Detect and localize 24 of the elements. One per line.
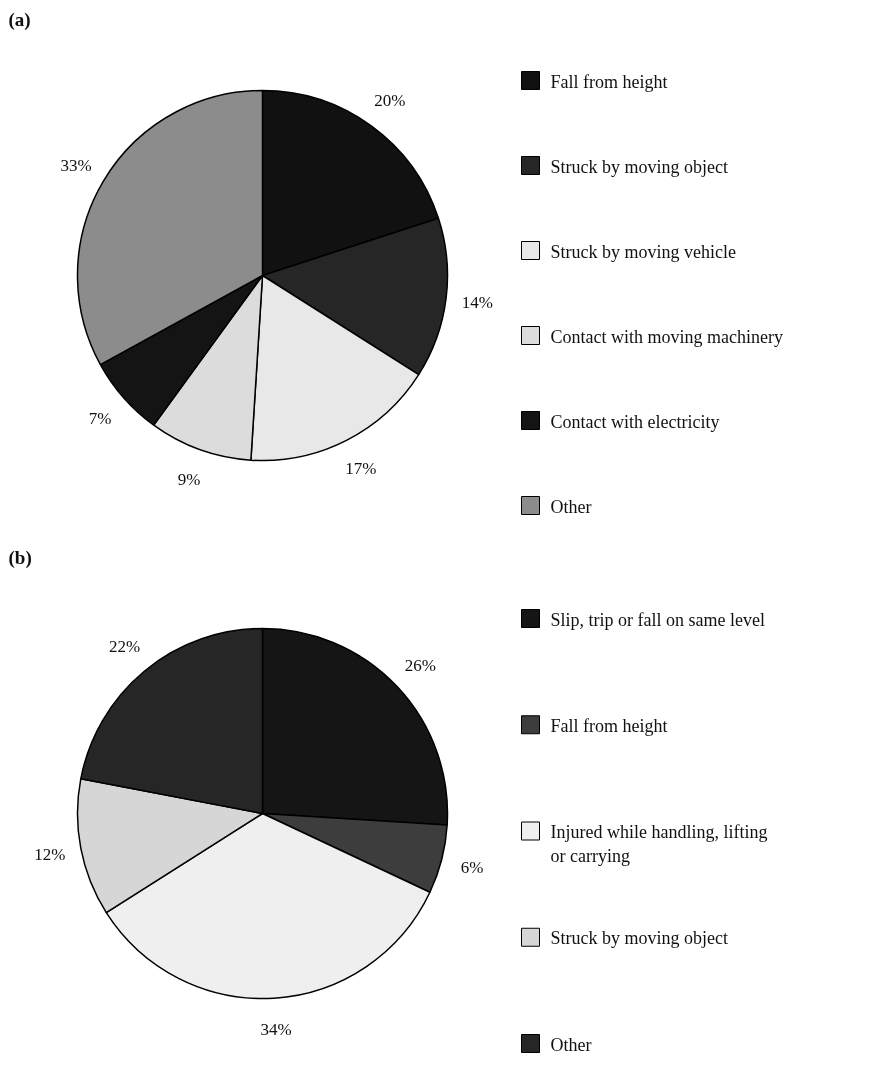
- legend-label: Contact with electricity: [550, 411, 720, 432]
- legend-label: Other: [550, 496, 592, 517]
- data-label: 33%: [60, 155, 92, 175]
- chart-title: (a): [8, 8, 31, 31]
- data-label: 34%: [260, 1020, 292, 1040]
- data-label: 20%: [374, 90, 406, 110]
- legend-label: Contact with moving machinery: [550, 326, 783, 347]
- chart-title: (b): [8, 546, 32, 569]
- legend-label: Struck by moving object: [550, 928, 728, 949]
- data-label: 26%: [404, 655, 436, 675]
- data-label: 6%: [460, 857, 484, 877]
- legend-label: Struck by moving object: [550, 156, 728, 177]
- data-label: 14%: [461, 293, 493, 313]
- data-label: 17%: [345, 458, 377, 478]
- legend-label: Fall from height: [550, 715, 668, 736]
- legend-label: Other: [550, 1034, 592, 1055]
- data-label: 9%: [177, 469, 201, 489]
- slice-label: Slip, trip or fall on same level: [550, 609, 765, 630]
- data-label: 22%: [108, 637, 141, 657]
- data-label: 7%: [88, 409, 112, 429]
- legend-label: Struck by moving vehicle: [550, 241, 736, 262]
- legend-label: Fall from height: [550, 71, 668, 92]
- data-label: 12%: [34, 844, 66, 864]
- legend-label: Injured while handling, lifting or carrying: [550, 822, 768, 866]
